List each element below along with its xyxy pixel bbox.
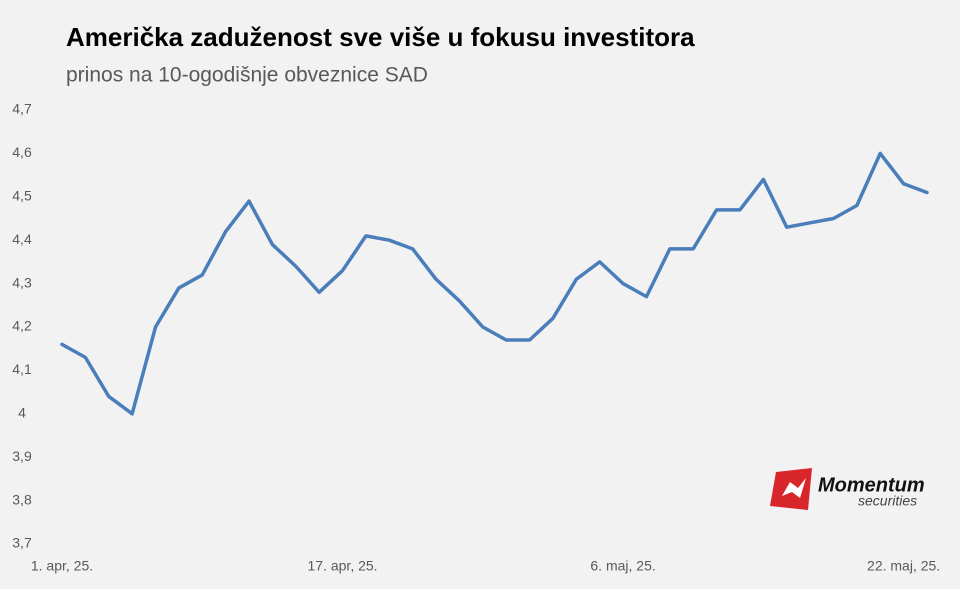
x-tick-label: 17. apr, 25. bbox=[308, 558, 378, 574]
chart-subtitle: prinos na 10-ogodišnje obveznice SAD bbox=[66, 64, 428, 87]
x-tick-label: 1. apr, 25. bbox=[31, 558, 93, 574]
logo-icon-figure bbox=[782, 478, 806, 498]
y-tick-label: 4,2 bbox=[12, 318, 32, 334]
y-tick-label: 4,5 bbox=[12, 188, 32, 204]
y-tick-label: 4,1 bbox=[12, 361, 32, 377]
y-tick-label: 4,7 bbox=[12, 101, 32, 117]
logo: Momentum securities bbox=[770, 468, 925, 510]
y-tick-label: 4,4 bbox=[12, 231, 32, 247]
y-tick-label: 4,6 bbox=[12, 144, 32, 160]
chart-title: Američka zaduženost sve više u fokusu in… bbox=[66, 22, 695, 52]
x-tick-label: 6. maj, 25. bbox=[590, 558, 655, 574]
logo-tagline: securities bbox=[858, 493, 917, 509]
y-tick-label: 3,9 bbox=[12, 448, 32, 464]
y-tick-label: 3,8 bbox=[12, 491, 32, 507]
logo-name: Momentum bbox=[818, 474, 925, 496]
y-tick-label: 4 bbox=[18, 405, 26, 421]
y-tick-label: 4,3 bbox=[12, 274, 32, 290]
y-tick-label: 3,7 bbox=[12, 535, 32, 551]
data-line bbox=[60, 151, 929, 416]
x-tick-label: 22. maj, 25. bbox=[867, 558, 940, 574]
